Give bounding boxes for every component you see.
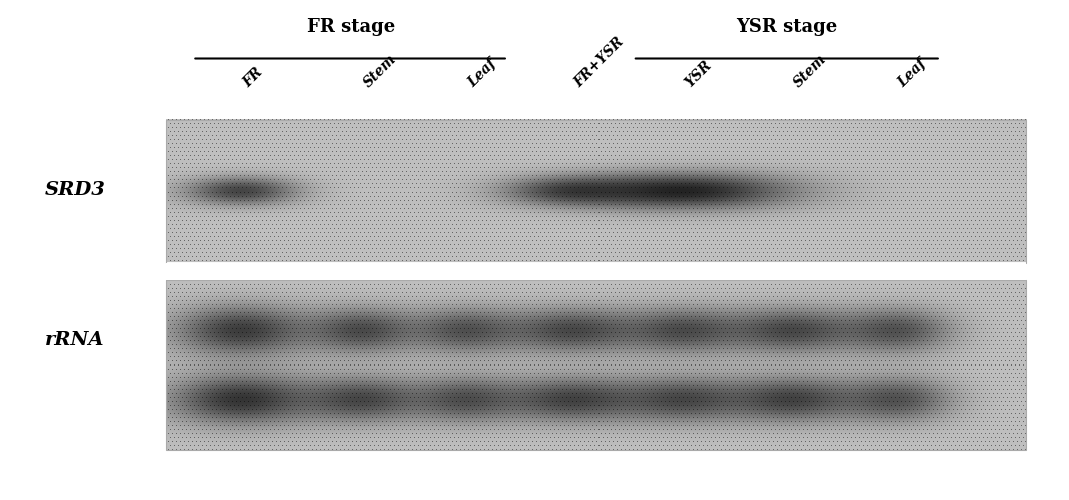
Text: SRD3: SRD3 — [45, 181, 105, 199]
Text: YSR stage: YSR stage — [737, 18, 837, 36]
Text: Leaf: Leaf — [465, 56, 499, 90]
Text: FR stage: FR stage — [307, 18, 394, 36]
Text: Leaf: Leaf — [896, 56, 930, 90]
Text: Stem: Stem — [361, 52, 400, 90]
Bar — [166, 280, 1026, 450]
Bar — [166, 262, 1026, 280]
Text: FR: FR — [241, 65, 265, 90]
Text: FR+YSR: FR+YSR — [572, 34, 628, 90]
Bar — [166, 120, 1026, 262]
Text: Stem: Stem — [791, 52, 830, 90]
Text: YSR: YSR — [682, 58, 714, 90]
Text: rRNA: rRNA — [45, 331, 105, 349]
